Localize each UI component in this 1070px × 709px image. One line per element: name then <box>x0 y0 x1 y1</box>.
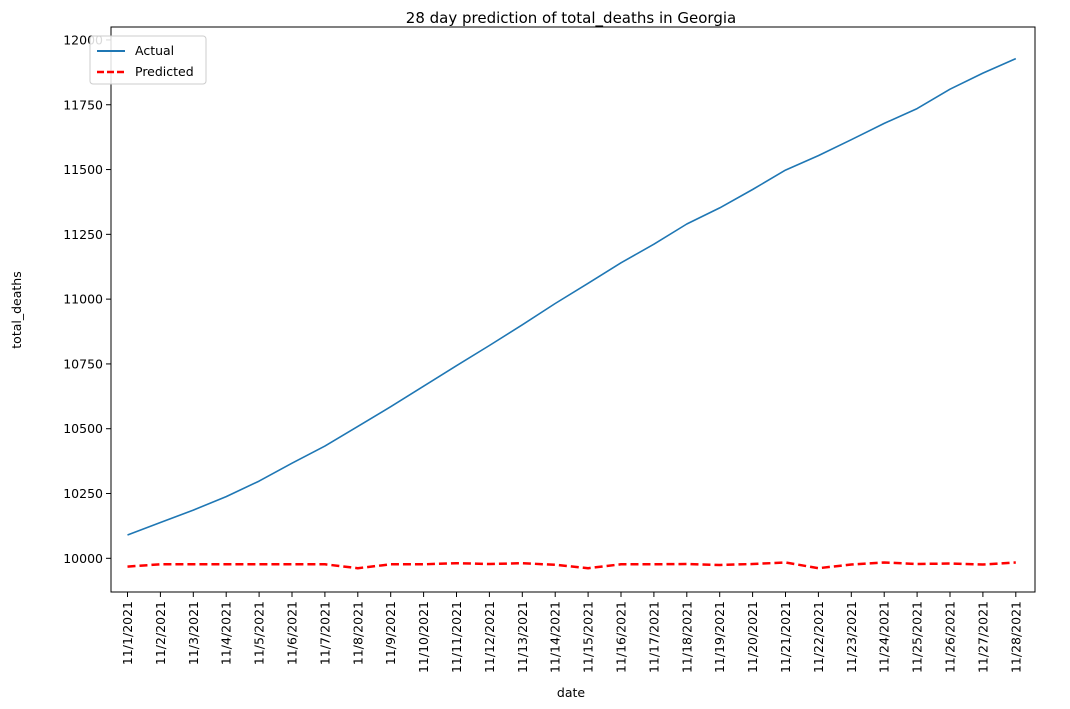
legend-predicted-label: Predicted <box>135 64 194 79</box>
x-tick-label: 11/24/2021 <box>877 601 892 673</box>
y-tick-label: 11750 <box>63 97 103 112</box>
y-axis-label: total_deaths <box>9 271 24 348</box>
x-tick-label: 11/21/2021 <box>778 601 793 673</box>
y-tick-label: 11250 <box>63 227 103 242</box>
y-tick-label: 11500 <box>63 162 103 177</box>
x-tick-label: 11/22/2021 <box>811 601 826 673</box>
series-line-predicted <box>127 561 1016 570</box>
x-tick-label: 11/19/2021 <box>712 601 727 673</box>
series-line-actual <box>127 57 1017 536</box>
x-tick-label: 11/10/2021 <box>416 601 431 673</box>
x-tick-label: 11/3/2021 <box>186 601 201 665</box>
x-tick-label: 11/20/2021 <box>745 601 760 673</box>
y-tick-label: 11000 <box>63 292 103 307</box>
y-tick-label: 10750 <box>63 356 103 371</box>
x-tick-label: 11/9/2021 <box>383 601 398 665</box>
legend: Actual Predicted <box>89 35 207 85</box>
x-tick-label: 11/13/2021 <box>515 601 530 673</box>
x-tick-label: 11/11/2021 <box>449 601 464 673</box>
x-tick-label: 11/28/2021 <box>1008 601 1023 673</box>
x-tick-label: 11/16/2021 <box>614 601 629 673</box>
plot-frame <box>110 26 1036 593</box>
x-tick-label: 11/7/2021 <box>317 601 332 665</box>
x-tick-label: 11/6/2021 <box>285 601 300 665</box>
x-tick-label: 11/18/2021 <box>679 601 694 673</box>
y-tick-label: 10500 <box>63 421 103 436</box>
x-tick-label: 11/4/2021 <box>219 601 234 665</box>
legend-actual-label: Actual <box>135 43 174 58</box>
x-tick-label: 11/8/2021 <box>350 601 365 665</box>
y-tick-label: 10000 <box>63 551 103 566</box>
x-tick-label: 11/15/2021 <box>581 601 596 673</box>
x-axis-label: date <box>557 685 585 700</box>
x-tick-label: 11/1/2021 <box>120 601 135 665</box>
x-tick-label: 11/17/2021 <box>646 601 661 673</box>
y-tick-label: 10250 <box>63 486 103 501</box>
x-tick-label: 11/25/2021 <box>910 601 925 673</box>
x-tick-label: 11/14/2021 <box>548 601 563 673</box>
x-tick-label: 11/5/2021 <box>252 601 267 665</box>
x-tick-label: 11/12/2021 <box>482 601 497 673</box>
x-tick-label: 11/23/2021 <box>844 601 859 673</box>
chart-title: 28 day prediction of total_deaths in Geo… <box>406 9 736 28</box>
x-tick-label: 11/26/2021 <box>943 601 958 673</box>
x-tick-label: 11/27/2021 <box>975 601 990 673</box>
x-tick-label: 11/2/2021 <box>153 601 168 665</box>
